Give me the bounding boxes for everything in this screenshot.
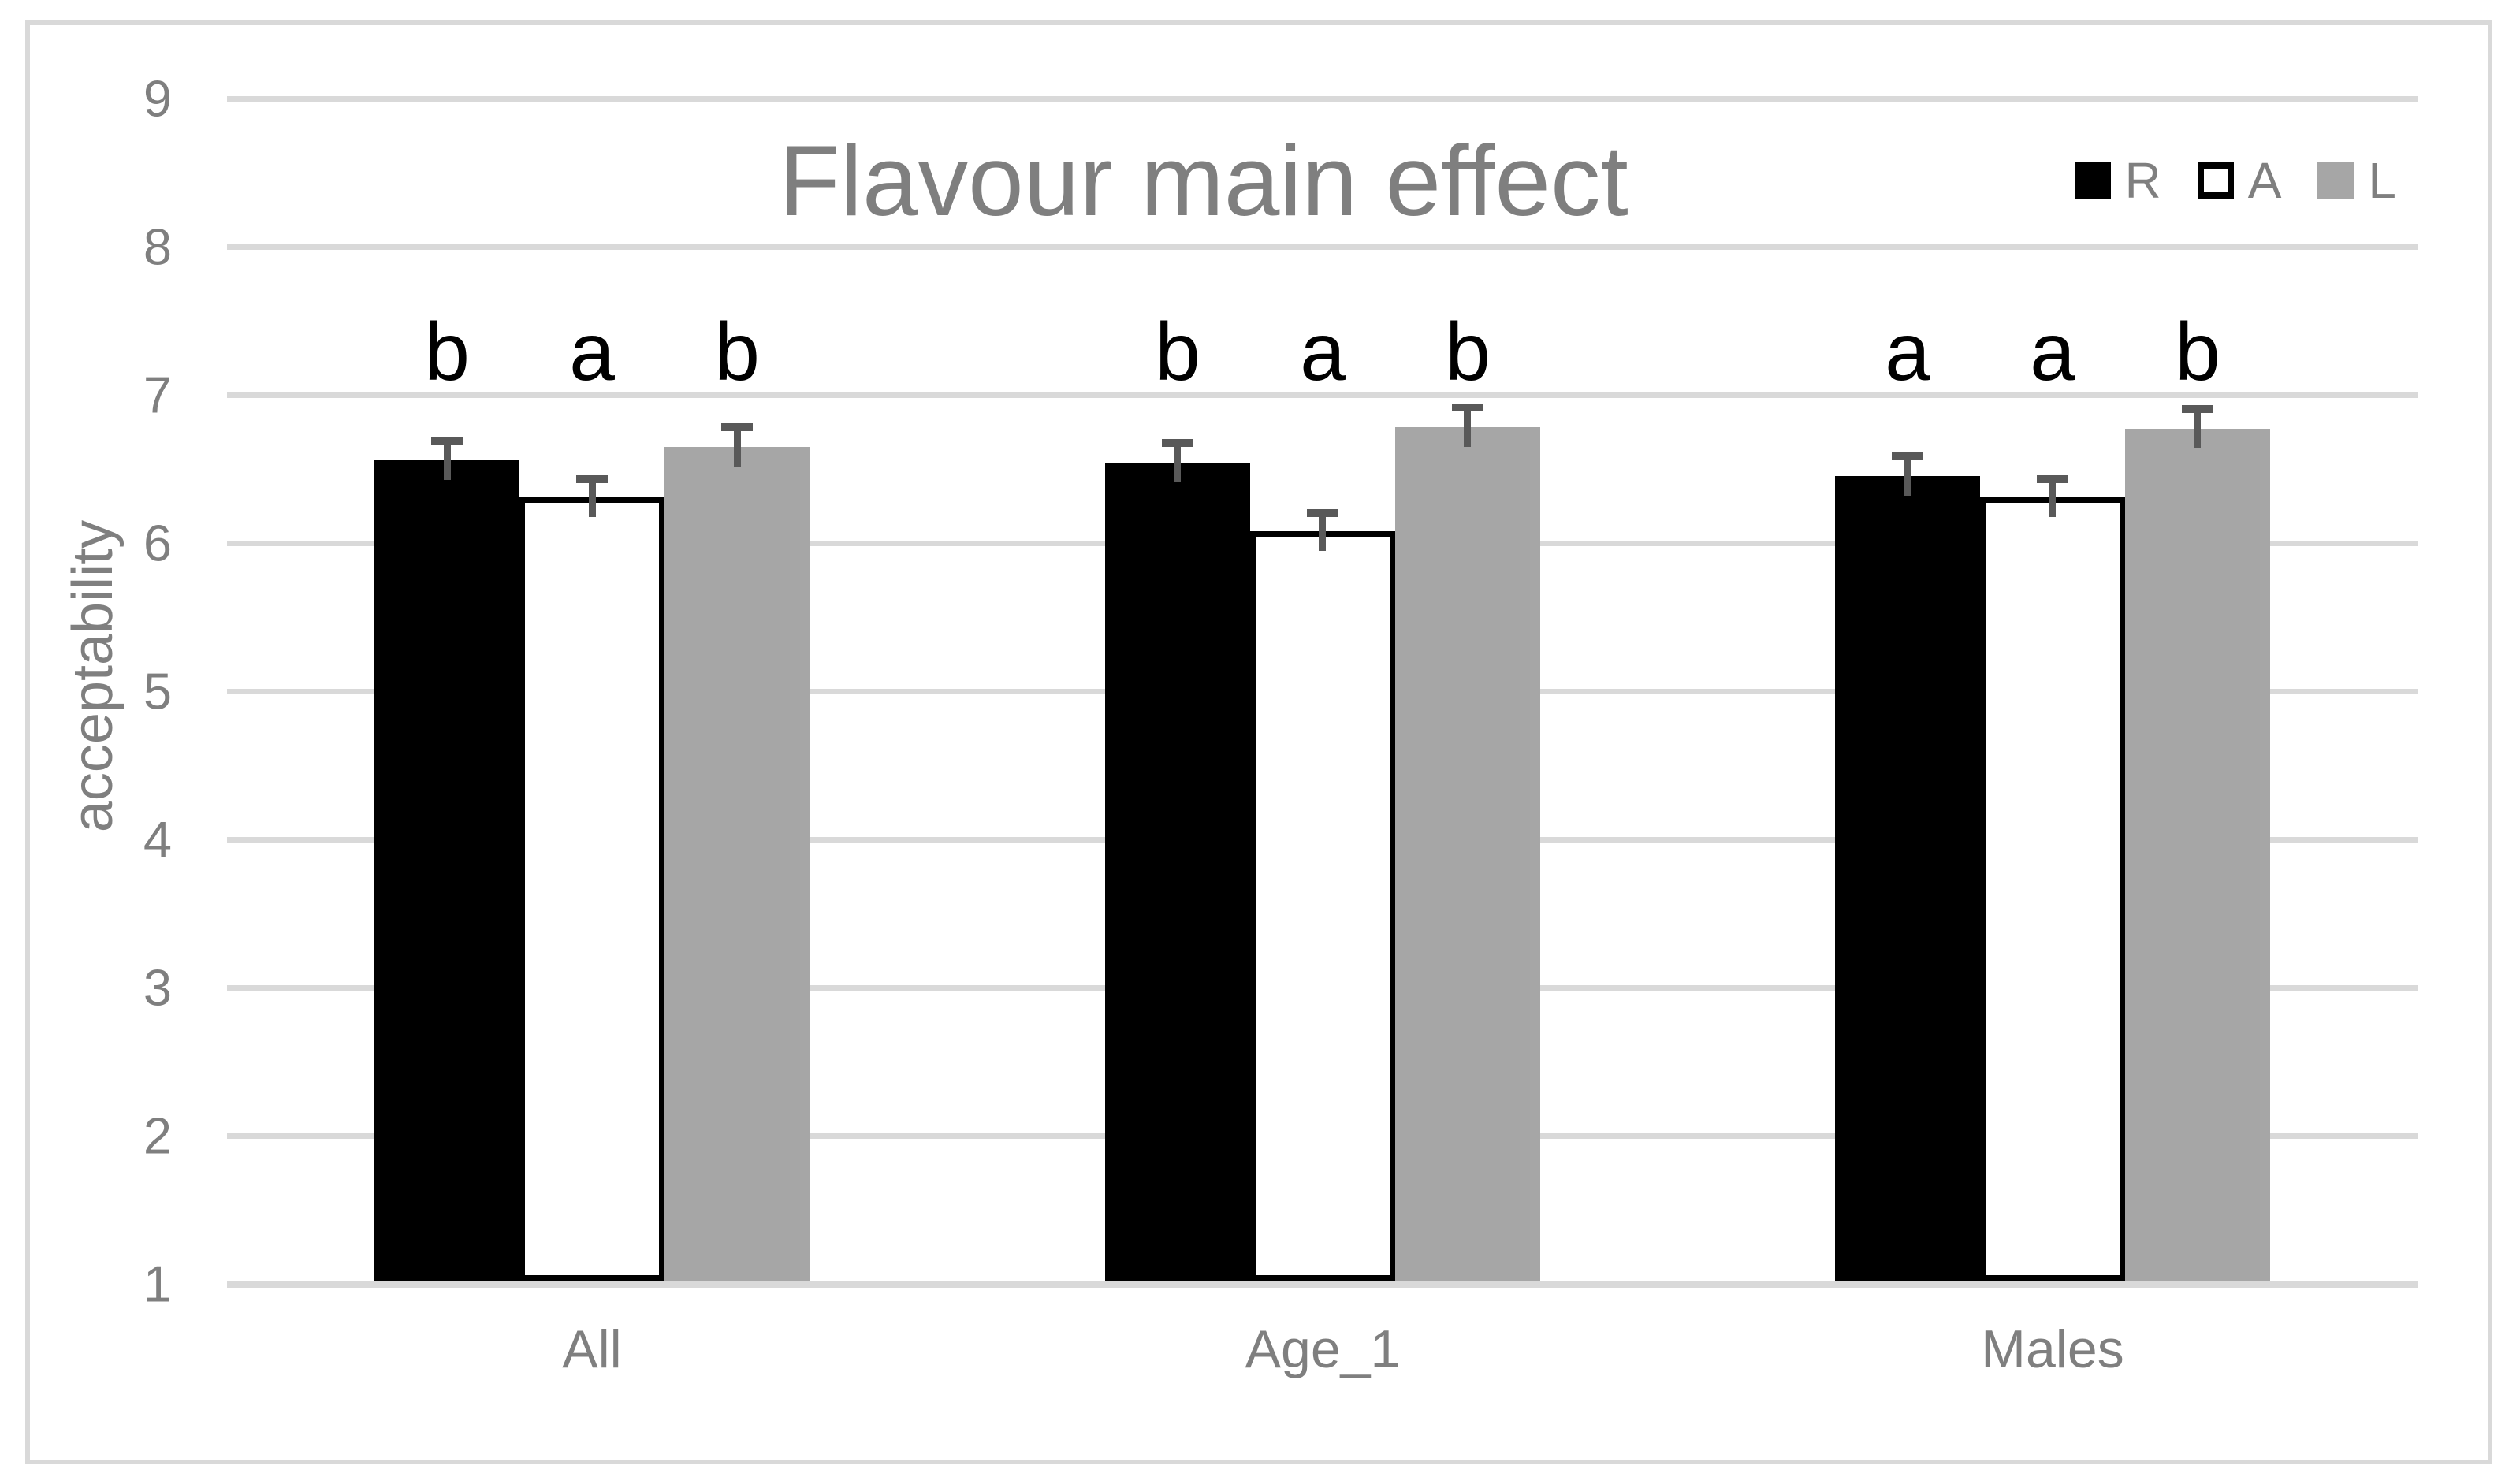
y-tick-label-3: 3 — [143, 958, 172, 1017]
sig-letter-l-age_1: b — [1445, 307, 1491, 398]
gridline-y7 — [227, 392, 2418, 398]
error-bar-stem — [2194, 405, 2201, 448]
bar-r-age_1 — [1105, 463, 1250, 1281]
x-category-label-males: Males — [1981, 1319, 2124, 1379]
error-bar-stem — [1464, 404, 1471, 447]
legend-item-l: L — [2317, 155, 2396, 206]
x-axis-line — [227, 1281, 2418, 1288]
x-category-label-all: All — [562, 1319, 622, 1379]
error-bar-cap — [1162, 439, 1193, 447]
y-tick-label-5: 5 — [143, 662, 172, 720]
error-bar-cap — [431, 437, 463, 445]
y-tick-label-4: 4 — [143, 810, 172, 869]
legend-label-a: A — [2247, 152, 2282, 209]
bar-r-males — [1835, 476, 1980, 1281]
error-bar-stem — [1904, 452, 1911, 496]
y-tick-label-8: 8 — [143, 218, 172, 276]
legend-label-r: R — [2124, 152, 2161, 209]
error-bar-cap — [1892, 452, 1923, 460]
error-bar-stem — [734, 423, 741, 467]
legend-item-r: R — [2074, 152, 2161, 209]
sig-letter-r-all: b — [424, 307, 470, 398]
sig-letter-l-all: b — [714, 307, 760, 398]
error-bar-cap — [576, 475, 608, 483]
bar-l-males — [2125, 429, 2270, 1281]
legend-item-a: A — [2197, 152, 2282, 209]
x-category-label-age_1: Age_1 — [1245, 1319, 1401, 1379]
y-tick-label-1: 1 — [143, 1255, 172, 1313]
sig-letter-a-males: a — [2030, 307, 2075, 398]
bar-a-age_1 — [1250, 531, 1395, 1281]
error-bar-stem — [1174, 439, 1181, 482]
error-bar-cap — [721, 423, 753, 431]
error-bar-cap — [2182, 405, 2213, 413]
error-bar-cap — [2037, 475, 2068, 483]
y-tick-label-9: 9 — [143, 69, 172, 128]
chart-title: Flavour main effect — [779, 125, 1629, 236]
y-tick-label-6: 6 — [143, 514, 172, 572]
gridline-y8 — [227, 244, 2418, 250]
y-tick-label-2: 2 — [143, 1107, 172, 1165]
legend-swatch-a — [2197, 162, 2234, 199]
legend-swatch-r — [2074, 162, 2111, 199]
legend-label-l: L — [2368, 152, 2396, 209]
y-axis-title: acceptability — [61, 519, 125, 833]
bar-r-all — [374, 460, 519, 1281]
bar-l-all — [664, 447, 810, 1281]
sig-letter-a-all: a — [569, 307, 615, 398]
bar-a-all — [519, 497, 664, 1281]
error-bar-stem — [2049, 475, 2056, 517]
error-bar-stem — [589, 475, 596, 517]
gridline-y9 — [227, 96, 2418, 102]
legend-swatch-l — [2317, 162, 2354, 199]
error-bar-cap — [1452, 404, 1483, 411]
error-bar-stem — [444, 437, 451, 480]
bar-l-age_1 — [1395, 427, 1540, 1281]
bar-a-males — [1980, 497, 2125, 1281]
sig-letter-l-males: b — [2175, 307, 2220, 398]
sig-letter-r-males: a — [1885, 307, 1930, 398]
error-bar-cap — [1307, 509, 1338, 517]
error-bar-stem — [1319, 509, 1326, 551]
sig-letter-a-age_1: a — [1300, 307, 1346, 398]
sig-letter-r-age_1: b — [1155, 307, 1200, 398]
y-tick-label-7: 7 — [143, 366, 172, 424]
